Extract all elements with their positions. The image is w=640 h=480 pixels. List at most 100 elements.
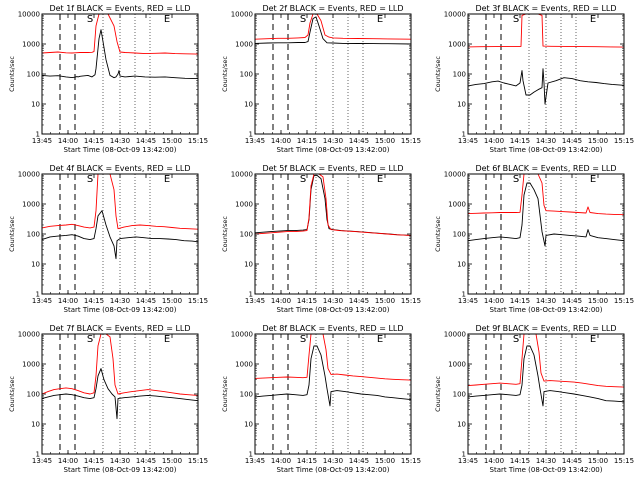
x-tick-label: 14:45	[349, 137, 369, 145]
marker-s: S	[300, 174, 306, 185]
x-tick-label: 14:30	[323, 297, 343, 305]
y-tick-label: 10000	[444, 11, 466, 19]
y-tick-label: 10	[244, 101, 253, 109]
marker-s: S	[513, 14, 519, 25]
x-axis-label: Start Time (08-Oct-09 13:42:00)	[277, 466, 390, 474]
x-tick-label: 13:45	[245, 137, 265, 145]
y-tick-label: 10	[457, 421, 466, 429]
y-tick-label: 10	[244, 421, 253, 429]
y-axis-label: Counts/sec	[434, 376, 442, 412]
x-tick-label: 15:00	[375, 457, 395, 465]
series-events-line	[254, 345, 412, 407]
x-tick-label: 14:45	[562, 137, 582, 145]
series-events-line	[41, 210, 199, 260]
y-axis-label: Counts/sec	[434, 216, 442, 252]
x-axis-label: Start Time (08-Oct-09 13:42:00)	[490, 306, 603, 314]
x-tick-label: 14:15	[84, 137, 104, 145]
series-events-line	[41, 368, 199, 420]
x-tick-label: 14:00	[58, 137, 78, 145]
series-lld-line	[41, 173, 199, 230]
marker-e: E	[377, 14, 383, 25]
x-tick-label: 15:15	[614, 137, 634, 145]
y-tick-label: 100	[453, 231, 466, 239]
series-events-line	[467, 68, 625, 105]
x-tick-label: 15:00	[162, 137, 182, 145]
y-tick-label: 1000	[235, 201, 253, 209]
x-axis-label: Start Time (08-Oct-09 13:42:00)	[277, 146, 390, 154]
series-events-line	[467, 345, 625, 407]
marker-s: S	[87, 14, 93, 25]
y-tick-label: 10000	[18, 11, 40, 19]
marker-s: S	[87, 334, 93, 345]
y-tick-label: 1	[462, 131, 466, 139]
y-tick-label: 10000	[231, 171, 253, 179]
y-tick-label: 100	[240, 231, 253, 239]
x-axis-label: Start Time (08-Oct-09 13:42:00)	[64, 146, 177, 154]
y-tick-label: 10000	[18, 331, 40, 339]
chart-title: Det 3f BLACK = Events, RED = LLD	[475, 4, 616, 13]
y-tick-label: 100	[453, 71, 466, 79]
chart-title: Det 9f BLACK = Events, RED = LLD	[475, 324, 616, 333]
x-tick-label: 13:45	[458, 457, 478, 465]
x-tick-label: 14:15	[510, 297, 530, 305]
y-tick-label: 10000	[444, 171, 466, 179]
x-tick-label: 15:15	[188, 297, 208, 305]
series-lld-line	[467, 333, 625, 388]
marker-e: E	[164, 174, 170, 185]
x-tick-label: 14:45	[562, 297, 582, 305]
x-tick-label: 14:30	[323, 137, 343, 145]
y-tick-label: 1000	[448, 201, 466, 209]
marker-s: S	[300, 14, 306, 25]
x-tick-label: 14:45	[349, 457, 369, 465]
x-tick-label: 14:45	[349, 297, 369, 305]
y-tick-label: 1000	[235, 361, 253, 369]
x-axis-label: Start Time (08-Oct-09 13:42:00)	[64, 466, 177, 474]
marker-e: E	[164, 14, 170, 25]
series-lld-line	[254, 173, 412, 236]
y-axis-label: Counts/sec	[8, 376, 16, 412]
x-tick-label: 13:45	[32, 457, 52, 465]
x-tick-label: 14:00	[271, 137, 291, 145]
marker-e: E	[377, 334, 383, 345]
y-tick-label: 1	[36, 451, 40, 459]
x-tick-label: 15:00	[588, 137, 608, 145]
y-axis-label: Counts/sec	[221, 56, 229, 92]
x-tick-label: 14:45	[136, 137, 156, 145]
marker-s: S	[87, 174, 93, 185]
y-tick-label: 1000	[235, 41, 253, 49]
y-tick-label: 1	[36, 131, 40, 139]
y-tick-label: 1	[249, 451, 253, 459]
series-events-line	[254, 174, 412, 236]
marker-e: E	[590, 14, 596, 25]
x-tick-label: 14:30	[536, 137, 556, 145]
y-tick-label: 10000	[18, 171, 40, 179]
chart-title: Det 4f BLACK = Events, RED = LLD	[49, 164, 190, 173]
x-tick-label: 14:45	[136, 457, 156, 465]
x-tick-label: 15:15	[401, 137, 421, 145]
y-tick-label: 1000	[22, 41, 40, 49]
y-tick-label: 10	[457, 101, 466, 109]
x-tick-label: 15:00	[588, 457, 608, 465]
y-tick-label: 10	[31, 101, 40, 109]
x-tick-label: 14:00	[484, 137, 504, 145]
x-tick-label: 14:30	[110, 137, 130, 145]
y-tick-label: 10	[31, 261, 40, 269]
y-tick-label: 10	[457, 261, 466, 269]
marker-s: S	[300, 334, 306, 345]
x-axis-label: Start Time (08-Oct-09 13:42:00)	[64, 306, 177, 314]
x-tick-label: 14:15	[510, 457, 530, 465]
y-tick-label: 1000	[448, 41, 466, 49]
chart-title: Det 8f BLACK = Events, RED = LLD	[262, 324, 403, 333]
series-lld-line	[467, 173, 625, 216]
x-axis-label: Start Time (08-Oct-09 13:42:00)	[277, 306, 390, 314]
x-tick-label: 14:15	[297, 137, 317, 145]
y-tick-label: 1	[249, 131, 253, 139]
marker-e: E	[590, 174, 596, 185]
y-tick-label: 1000	[448, 361, 466, 369]
